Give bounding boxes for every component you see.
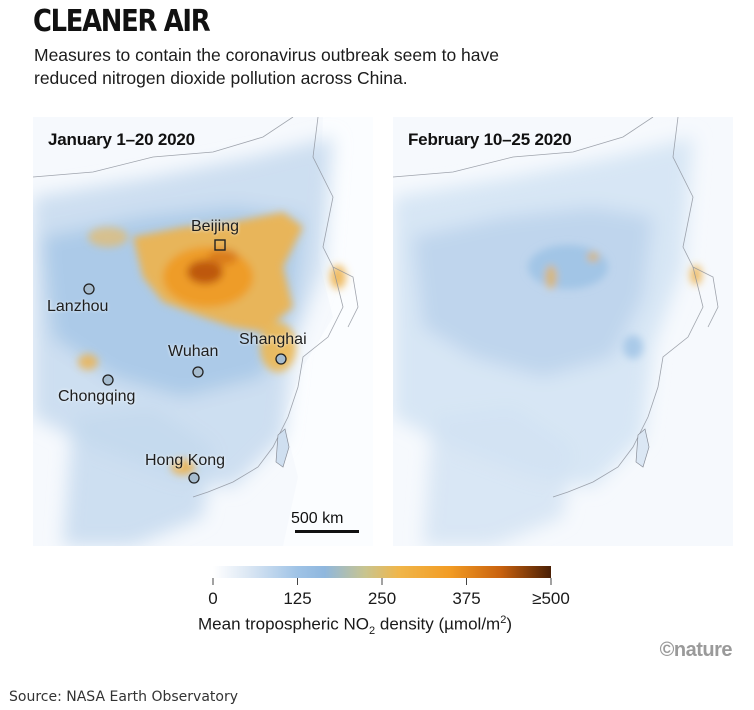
legend-tick-250: 250 xyxy=(367,589,397,608)
shanghai-marker xyxy=(275,353,287,365)
source-note: Source: NASA Earth Observatory xyxy=(9,689,238,705)
city-label-beijing: Beijing xyxy=(191,218,240,235)
no2-map-january xyxy=(33,117,373,546)
chongqing-marker xyxy=(102,374,114,386)
map-february: February 10–25 2020 xyxy=(393,117,733,546)
city-label-shanghai: Shanghai xyxy=(239,331,307,348)
legend-tick-500: ≥500 xyxy=(532,589,570,608)
city-label-wuhan: Wuhan xyxy=(168,343,219,360)
color-scale-bar xyxy=(213,566,551,578)
hongkong-marker xyxy=(188,472,200,484)
city-label-lanzhou: Lanzhou xyxy=(47,298,109,315)
legend-tick-125: 125 xyxy=(283,589,312,608)
map-january: January 1–20 2020 Beijing Lanzhou Shangh… xyxy=(33,117,373,546)
color-scale-ticks xyxy=(212,578,552,585)
beijing-marker xyxy=(214,239,226,251)
wuhan-marker xyxy=(192,366,204,378)
legend-tick-375: 375 xyxy=(452,589,481,608)
nature-logo: ©nature xyxy=(659,639,733,661)
figure-title: CLEANER AIR xyxy=(33,4,211,39)
map-february-title: February 10–25 2020 xyxy=(408,130,572,149)
map-january-title: January 1–20 2020 xyxy=(48,130,195,149)
scale-bar-label: 500 km xyxy=(291,510,344,527)
lanzhou-marker xyxy=(83,283,95,295)
city-label-hongkong: Hong Kong xyxy=(145,452,226,469)
figure-subtitle: Measures to contain the coronavirus outb… xyxy=(34,45,499,88)
legend-caption: Mean tropospheric NO2 density (µmol/m2) xyxy=(198,614,512,638)
scale-bar xyxy=(295,530,359,533)
legend-tick-0: 0 xyxy=(208,589,218,608)
no2-map-february xyxy=(393,117,733,546)
city-label-chongqing: Chongqing xyxy=(58,388,136,405)
